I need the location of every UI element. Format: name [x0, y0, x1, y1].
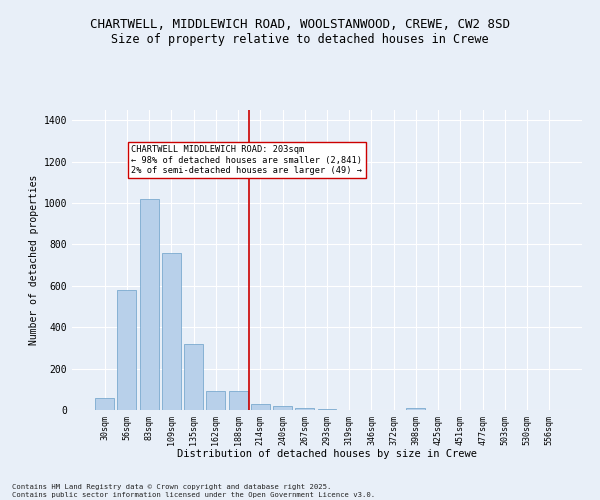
Bar	[95, 398, 114, 410]
Text: CHARTWELL, MIDDLEWICH ROAD, WOOLSTANWOOD, CREWE, CW2 8SD: CHARTWELL, MIDDLEWICH ROAD, WOOLSTANWOOD…	[90, 18, 510, 30]
Bar	[184, 344, 203, 410]
Bar	[406, 408, 425, 410]
Text: Size of property relative to detached houses in Crewe: Size of property relative to detached ho…	[111, 32, 489, 46]
Text: CHARTWELL MIDDLEWICH ROAD: 203sqm
← 98% of detached houses are smaller (2,841)
2: CHARTWELL MIDDLEWICH ROAD: 203sqm ← 98% …	[131, 145, 362, 175]
Y-axis label: Number of detached properties: Number of detached properties	[29, 175, 40, 345]
Bar	[317, 408, 337, 410]
Text: Contains HM Land Registry data © Crown copyright and database right 2025.
Contai: Contains HM Land Registry data © Crown c…	[12, 484, 375, 498]
Bar	[229, 392, 248, 410]
Bar	[295, 408, 314, 410]
Bar	[251, 404, 270, 410]
Bar	[206, 392, 225, 410]
Bar	[140, 199, 158, 410]
X-axis label: Distribution of detached houses by size in Crewe: Distribution of detached houses by size …	[177, 449, 477, 459]
Bar	[162, 253, 181, 410]
Bar	[118, 290, 136, 410]
Bar	[273, 406, 292, 410]
